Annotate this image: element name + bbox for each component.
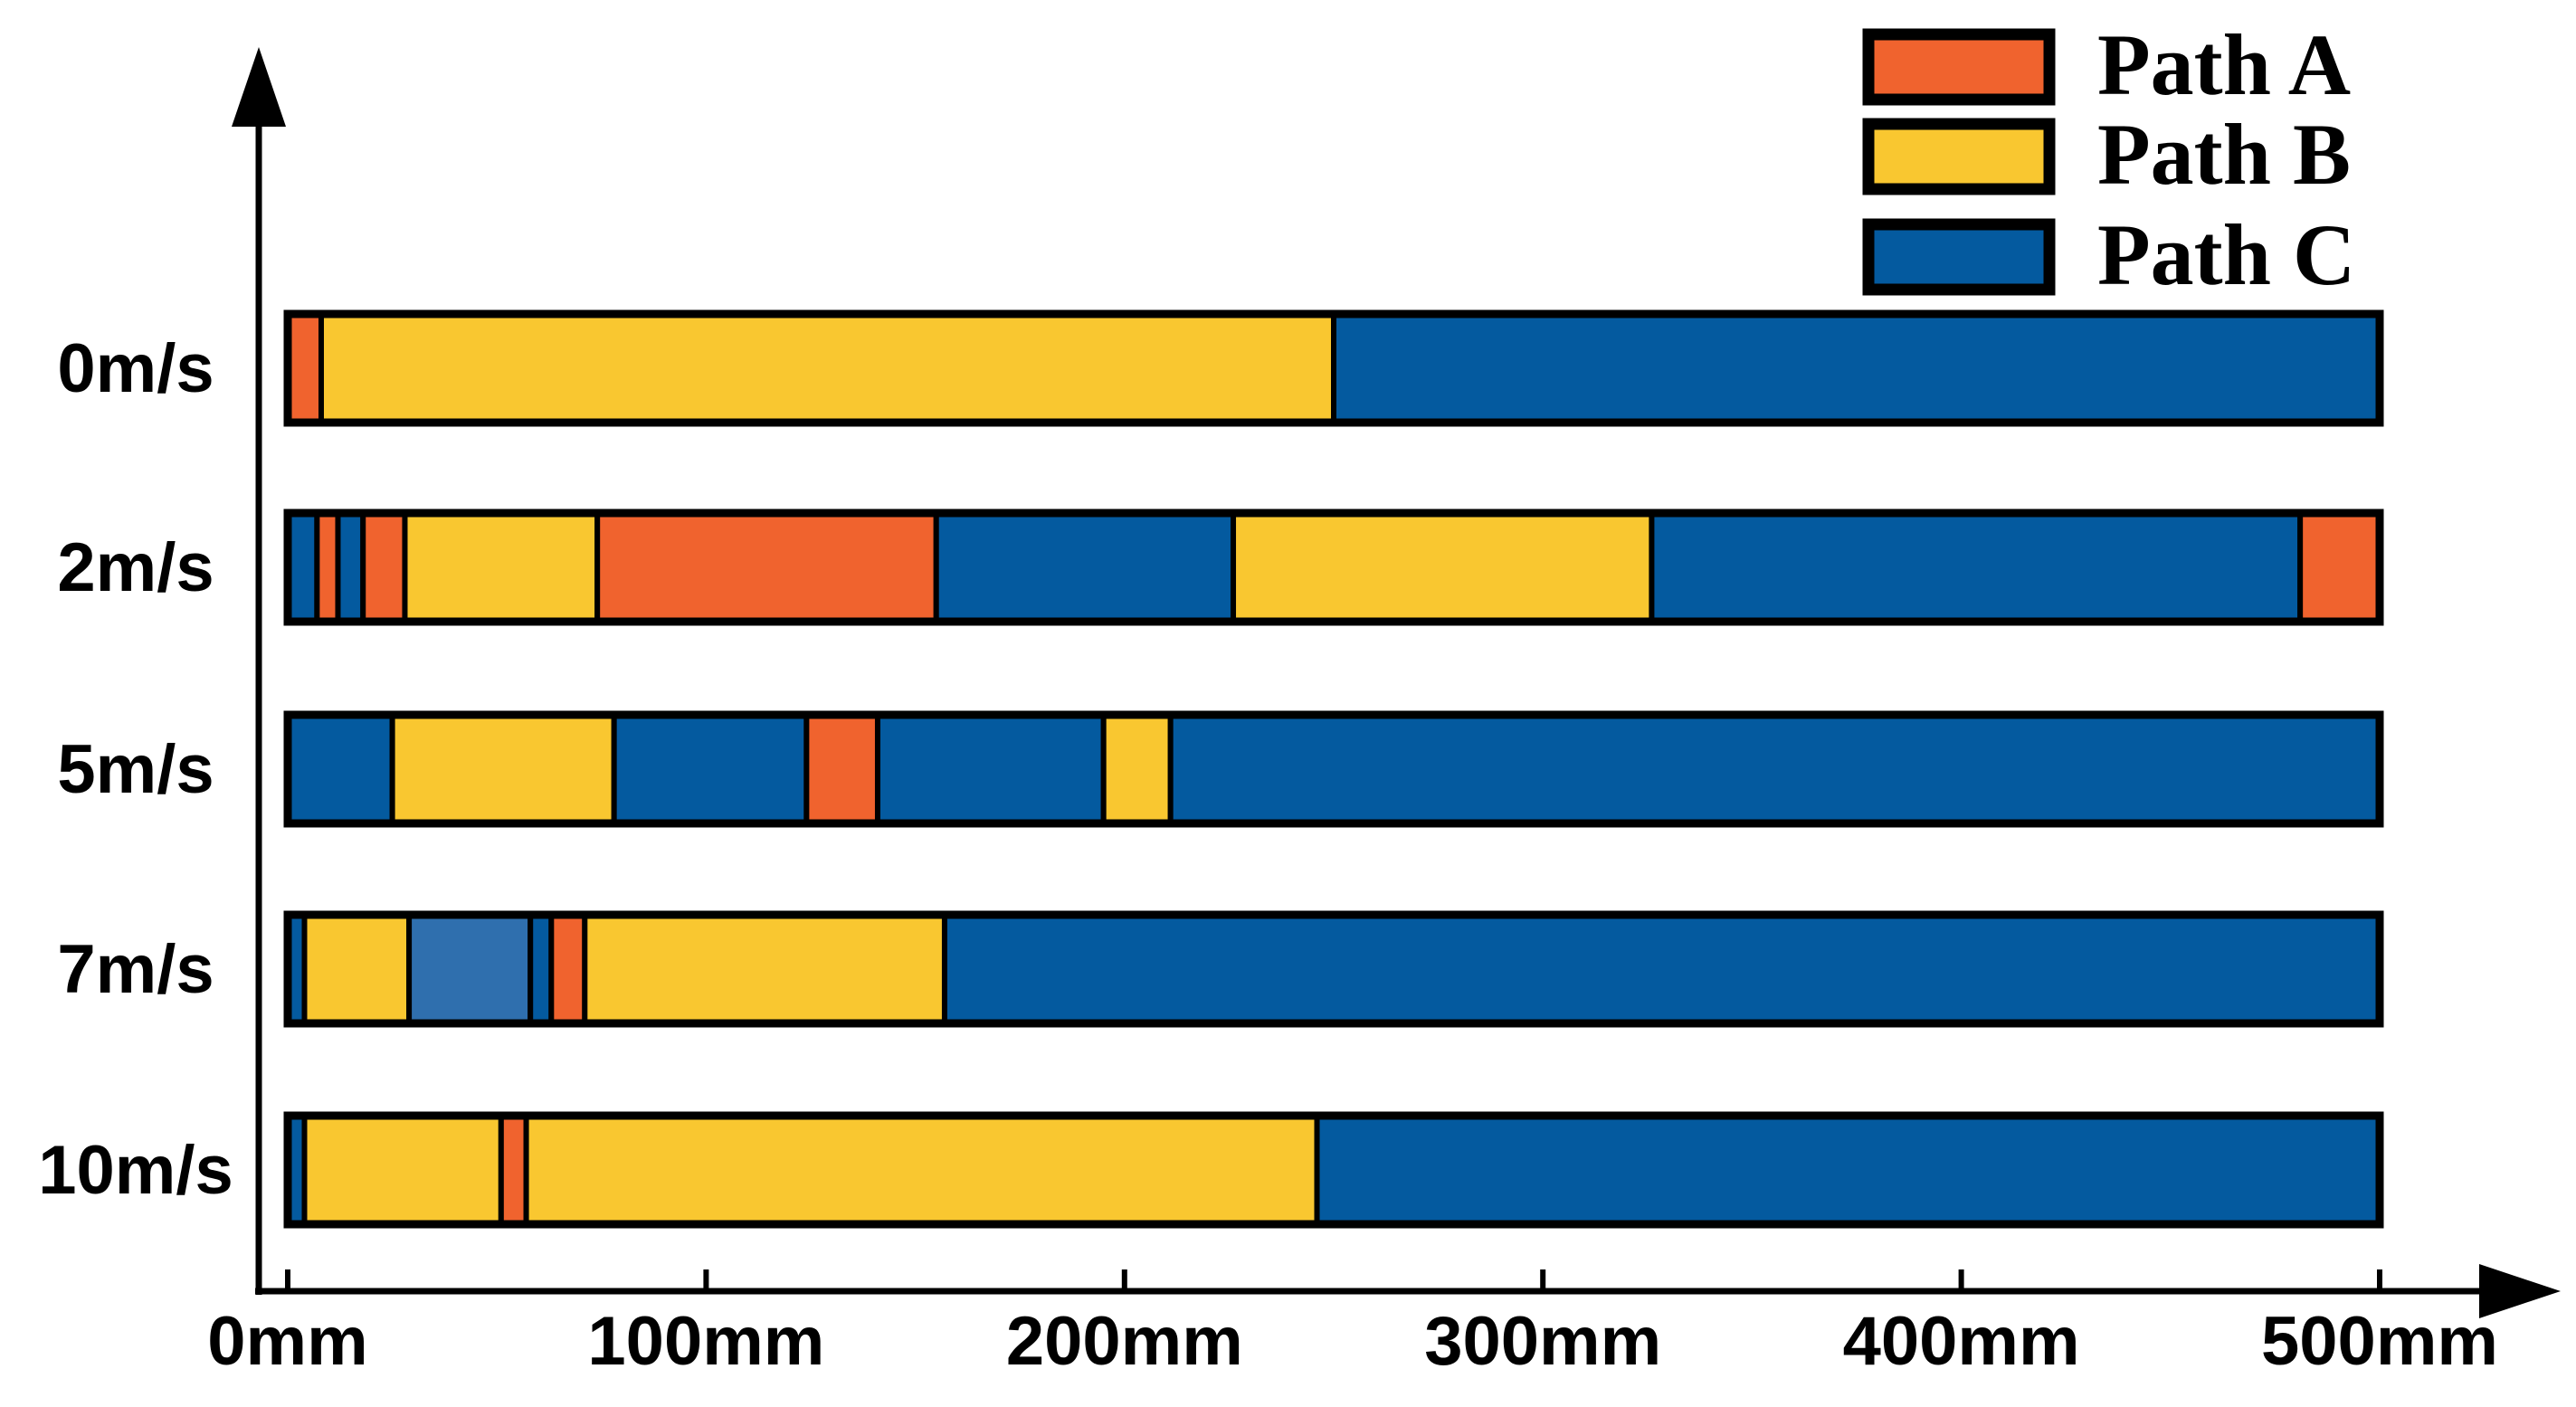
bar-segment-1-7 xyxy=(1231,510,1655,624)
bar-segment-2-5 xyxy=(1100,712,1174,826)
bar-segment-0-2 xyxy=(1331,311,2382,425)
legend-label-B: Path B xyxy=(2097,106,2351,203)
bar-outline-4 xyxy=(283,1111,2384,1229)
y-tick-label-0: 0m/s xyxy=(57,330,214,407)
bar-segment-1-1 xyxy=(314,510,341,624)
y-tick-label-2: 5m/s xyxy=(57,731,214,808)
bar-outline-0 xyxy=(283,309,2384,427)
bar-segment-1-5 xyxy=(594,510,939,624)
bar-segment-2-0 xyxy=(285,712,395,826)
bar-segment-3-4 xyxy=(548,912,588,1026)
bar-segment-3-3 xyxy=(528,912,555,1026)
y-tick-label-3: 7m/s xyxy=(57,931,214,1008)
legend-swatch-B xyxy=(1862,118,2056,195)
bar-segment-3-1 xyxy=(301,912,413,1026)
x-tick-label-200: 200mm xyxy=(1006,1303,1243,1380)
bar-segment-1-2 xyxy=(335,510,366,624)
bar-segment-4-4 xyxy=(1314,1113,2382,1227)
legend-swatch-C xyxy=(1862,218,2056,296)
bar-segment-3-2 xyxy=(406,912,534,1026)
bar-segment-0-1 xyxy=(318,311,1337,425)
bar-segment-1-3 xyxy=(360,510,408,624)
legend-label-A: Path A xyxy=(2097,16,2351,113)
bar-segment-4-3 xyxy=(523,1113,1320,1227)
bar-segment-3-6 xyxy=(941,912,2382,1026)
bar-segment-4-2 xyxy=(498,1113,529,1227)
legend-swatch-A xyxy=(1862,28,2056,106)
legend-label-C: Path C xyxy=(2097,206,2355,303)
x-tick-label-0: 0mm xyxy=(207,1303,367,1380)
bar-segment-1-0 xyxy=(285,510,320,624)
y-tick-label-4: 10m/s xyxy=(38,1132,233,1209)
bar-outline-1 xyxy=(283,509,2384,626)
bar-segment-2-3 xyxy=(803,712,880,826)
x-axis-arrow-icon xyxy=(2479,1264,2561,1318)
x-tick-label-100: 100mm xyxy=(587,1303,824,1380)
y-axis-arrow-icon xyxy=(232,47,286,127)
bar-segment-2-4 xyxy=(874,712,1107,826)
bar-segment-1-4 xyxy=(402,510,601,624)
bar-segment-4-1 xyxy=(301,1113,504,1227)
bar-outline-2 xyxy=(283,710,2384,828)
bar-segment-0-0 xyxy=(285,311,324,425)
bar-segment-3-5 xyxy=(582,912,947,1026)
y-tick-label-1: 2m/s xyxy=(57,529,214,606)
x-tick-label-500: 500mm xyxy=(2261,1303,2498,1380)
x-tick-label-300: 300mm xyxy=(1424,1303,1661,1380)
x-tick-label-400: 400mm xyxy=(1843,1303,2080,1380)
bar-outline-3 xyxy=(283,910,2384,1028)
bar-segment-1-8 xyxy=(1649,510,2304,624)
bar-segment-2-2 xyxy=(611,712,810,826)
bar-segment-2-6 xyxy=(1167,712,2382,826)
bar-segment-1-9 xyxy=(2297,510,2383,624)
bar-segment-2-1 xyxy=(389,712,617,826)
bar-segment-1-6 xyxy=(933,510,1237,624)
